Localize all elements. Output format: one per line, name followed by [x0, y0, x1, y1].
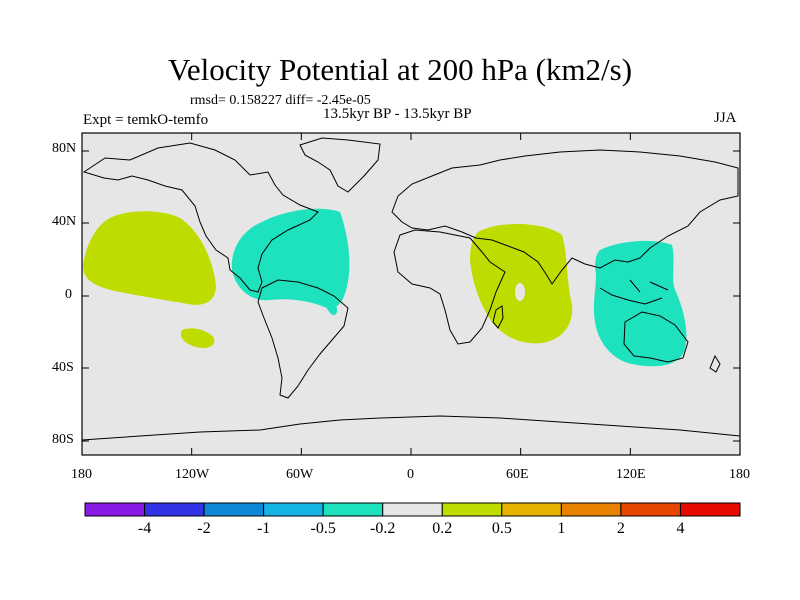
- colorbar-label: -2: [197, 520, 211, 537]
- colorbar-label: 0.2: [432, 520, 453, 537]
- colorbar-swatch: [620, 502, 681, 517]
- colorbar-swatch: [203, 502, 265, 517]
- new-zealand-outline: [709, 354, 721, 373]
- positive-region-south-pacific: [180, 328, 215, 348]
- colorbar-label: 4: [676, 520, 685, 537]
- lat-label-80s: 80S: [52, 432, 74, 447]
- colorbar-swatch: [560, 502, 622, 517]
- lon-label-120e: 120E: [616, 467, 646, 482]
- axis-ticks: [81, 133, 741, 455]
- indonesia-outline: [599, 279, 669, 305]
- australia-outline: [623, 311, 689, 363]
- colorbar-swatch: [441, 502, 503, 517]
- greenland-outline: [299, 137, 381, 193]
- colorbar: [84, 502, 741, 517]
- antarctica-outline: [81, 415, 741, 441]
- experiment-label: Expt = temkO-temfo: [83, 112, 209, 128]
- period-label: 13.5kyr BP - 13.5kyr BP: [323, 106, 472, 122]
- colorbar-label: 0.5: [491, 520, 512, 537]
- colorbar-swatch: [679, 502, 741, 517]
- lat-label-80n: 80N: [52, 141, 77, 156]
- lon-label-180w: 180: [71, 467, 92, 482]
- positive-region-central-pacific: [82, 211, 216, 305]
- negative-region-south-atlantic: [325, 302, 338, 316]
- stats-text: rmsd= 0.158227 diff= -2.45e-05: [190, 93, 371, 108]
- lat-label-40s: 40S: [52, 360, 74, 375]
- lon-label-120w: 120W: [175, 467, 210, 482]
- colorbar-swatch: [144, 502, 205, 517]
- lat-label-40n: 40N: [52, 214, 77, 229]
- neutral-hole-indian-ocean: [515, 283, 525, 301]
- south-america-outline: [257, 279, 349, 399]
- colorbar-swatch: [84, 502, 146, 517]
- colorbar-label: -4: [137, 520, 152, 537]
- europe-asia-outline: [391, 149, 739, 285]
- colorbar-swatch: [501, 502, 562, 517]
- colorbar-label: -0.2: [370, 520, 396, 537]
- season-label: JJA: [714, 110, 737, 126]
- positive-anomaly-regions: [82, 211, 573, 348]
- colorbar-label: 2: [616, 520, 625, 537]
- lon-label-60w: 60W: [286, 467, 314, 482]
- continent-outlines: [81, 137, 741, 441]
- colorbar-label: -1: [256, 520, 271, 537]
- lon-label-60e: 60E: [506, 467, 529, 482]
- madagascar-outline: [492, 305, 504, 329]
- colorbar-swatch: [322, 502, 384, 517]
- africa-outline: [393, 229, 506, 345]
- colorbar-swatch: [263, 502, 324, 517]
- lat-label-0: 0: [65, 287, 72, 302]
- negative-region-maritime-australia: [593, 240, 687, 367]
- plot-title: Velocity Potential at 200 hPa (km2/s): [167, 52, 633, 87]
- colorbar-label: -0.5: [310, 520, 336, 537]
- colorbar-label: 1: [557, 520, 566, 537]
- colorbar-swatch: [382, 502, 443, 517]
- lon-label-0: 0: [407, 467, 414, 482]
- north-america-outline: [82, 142, 319, 293]
- lon-label-180e: 180: [729, 467, 750, 482]
